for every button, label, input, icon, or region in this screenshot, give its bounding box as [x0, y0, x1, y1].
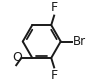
Text: F: F: [51, 69, 58, 82]
Text: O: O: [13, 51, 22, 64]
Text: Br: Br: [73, 35, 86, 48]
Text: F: F: [51, 1, 58, 14]
